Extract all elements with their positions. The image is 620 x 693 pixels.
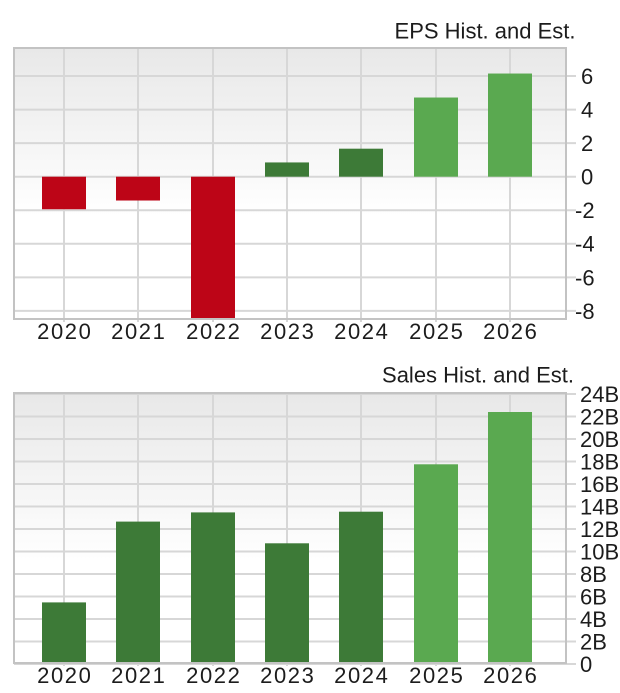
svg-text:2024: 2024 xyxy=(334,663,389,688)
svg-text:0: 0 xyxy=(581,165,593,190)
svg-text:10B: 10B xyxy=(580,539,619,564)
svg-text:-6: -6 xyxy=(575,265,595,290)
svg-text:2020: 2020 xyxy=(37,663,92,688)
svg-text:-8: -8 xyxy=(575,299,595,324)
svg-text:6: 6 xyxy=(581,64,593,89)
svg-text:6B: 6B xyxy=(580,584,607,609)
svg-text:8B: 8B xyxy=(580,562,607,587)
svg-text:2022: 2022 xyxy=(186,319,241,344)
svg-text:2025: 2025 xyxy=(409,663,464,688)
svg-text:4B: 4B xyxy=(580,607,607,632)
svg-text:-2: -2 xyxy=(575,198,595,223)
svg-text:2023: 2023 xyxy=(260,663,315,688)
svg-text:2020: 2020 xyxy=(37,319,92,344)
svg-text:2026: 2026 xyxy=(483,663,538,688)
svg-text:2022: 2022 xyxy=(186,663,241,688)
svg-text:24B: 24B xyxy=(580,382,619,407)
svg-text:-4: -4 xyxy=(575,232,595,257)
svg-text:2024: 2024 xyxy=(334,319,389,344)
svg-text:2: 2 xyxy=(581,131,593,156)
svg-text:22B: 22B xyxy=(580,404,619,429)
svg-text:20B: 20B xyxy=(580,427,619,452)
svg-text:4: 4 xyxy=(581,98,593,123)
svg-text:2025: 2025 xyxy=(409,319,464,344)
svg-text:Sales Hist. and Est.: Sales Hist. and Est. xyxy=(382,362,574,387)
svg-text:2B: 2B xyxy=(580,629,607,654)
svg-text:18B: 18B xyxy=(580,449,619,474)
svg-text:12B: 12B xyxy=(580,517,619,542)
svg-text:EPS Hist. and Est.: EPS Hist. and Est. xyxy=(395,18,576,43)
svg-text:2021: 2021 xyxy=(111,319,166,344)
svg-text:14B: 14B xyxy=(580,494,619,519)
svg-text:2021: 2021 xyxy=(111,663,166,688)
svg-text:16B: 16B xyxy=(580,472,619,497)
svg-text:2023: 2023 xyxy=(260,319,315,344)
svg-text:0: 0 xyxy=(580,652,592,677)
svg-text:2026: 2026 xyxy=(483,319,538,344)
